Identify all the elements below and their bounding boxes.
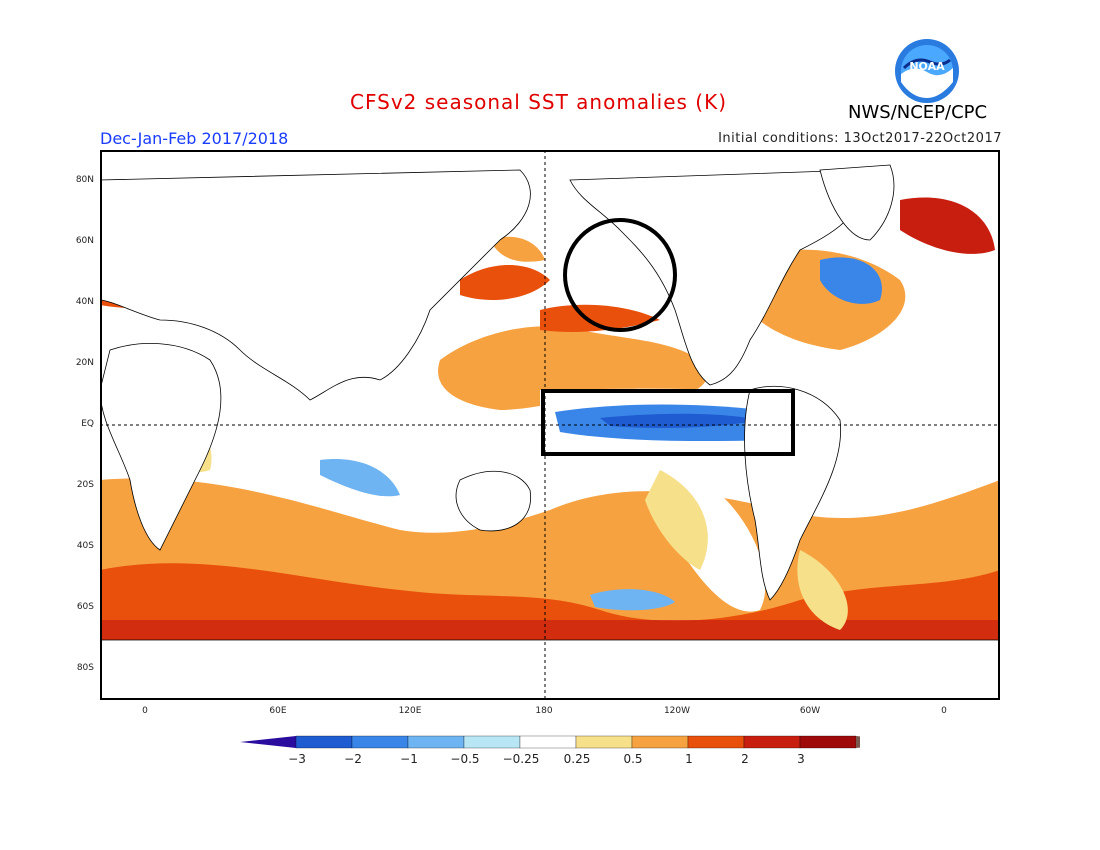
s-pacific-yellow (645, 470, 708, 570)
gridlines (100, 150, 1000, 700)
antarctica-outline (100, 639, 1000, 700)
colorbar-max-arrow (856, 736, 860, 748)
colorbar-segment (463, 735, 521, 749)
colorbar-label-neg2: −2 (344, 752, 362, 766)
gulf-of-alaska-circle (563, 218, 677, 332)
agency-label: NWS/NCEP/CPC (848, 102, 988, 123)
lat-label-40n: 40N (75, 297, 94, 307)
s-indian-cool-band (320, 459, 400, 497)
africa-outline (100, 343, 222, 551)
colorbar-segment (519, 735, 577, 749)
colorbar-label-neg05: −0.5 (450, 752, 480, 766)
lat-label-80s: 80S (76, 663, 94, 673)
lon-label-60e: 60E (269, 706, 287, 716)
lat-label-60n: 60N (75, 236, 94, 246)
lat-label-40s: 40S (76, 541, 94, 551)
season-label: Dec-Jan-Feb 2017/2018 (100, 129, 289, 148)
colorbar-label-025: 0.25 (563, 752, 591, 766)
lon-label-120w: 120W (663, 706, 691, 716)
colorbar (240, 735, 860, 749)
colorbar-label-neg1: −1 (400, 752, 418, 766)
colorbar-segment (799, 735, 857, 749)
lat-label-60s: 60S (76, 602, 94, 612)
south-america-outline (744, 385, 842, 601)
la-nina-core (600, 413, 760, 428)
lat-label-eq: EQ (81, 419, 94, 429)
lat-label-20n: 20N (75, 358, 94, 368)
colorbar-segment (407, 735, 465, 749)
colorbar-label-05: 0.5 (623, 752, 643, 766)
lat-label-20s: 20S (76, 480, 94, 490)
noaa-logo: NOAA (895, 39, 959, 103)
eurasia-outline (100, 169, 531, 401)
greenland-outline (819, 164, 895, 241)
lon-label-60w: 60W (799, 706, 821, 716)
lon-label-0-left: 0 (142, 706, 148, 716)
n-pacific-subtropical-warm (540, 304, 660, 332)
colorbar-label-2: 2 (741, 752, 749, 766)
colorbar-label-3: 3 (797, 752, 805, 766)
indian-ocean-neutral (218, 406, 400, 474)
gulf-stream-cool (820, 257, 882, 304)
nino-region-box (541, 389, 795, 456)
lon-label-120e: 120E (398, 706, 422, 716)
colorbar-segment (743, 735, 801, 749)
lon-label-180: 180 (535, 706, 553, 716)
antarctic-edge-warm (100, 620, 1000, 640)
colorbar-label-1: 1 (685, 752, 693, 766)
lat-label-80n: 80N (75, 175, 94, 185)
lon-label-0-right: 0 (941, 706, 947, 716)
colorbar-segment (575, 735, 633, 749)
colorbar-segment (687, 735, 745, 749)
bering-warm (490, 236, 545, 262)
kuroshio-warm (460, 265, 550, 300)
australia-outline (455, 470, 532, 532)
southern-cool-patch (590, 589, 675, 611)
chart-title: CFSv2 seasonal SST anomalies (K) (350, 90, 727, 114)
colorbar-segment (351, 735, 409, 749)
colorbar-segment (631, 735, 689, 749)
colorbar-min-arrow (240, 736, 296, 748)
colorbar-label-neg025: −0.25 (502, 752, 540, 766)
s-atlantic-yellow (797, 550, 848, 630)
n-atlantic-deep-warm (900, 197, 995, 254)
initial-conditions-label: Initial conditions: 13Oct2017-22Oct2017 (718, 131, 1002, 146)
noaa-logo-text: NOAA (909, 60, 945, 73)
colorbar-label-neg3: −3 (288, 752, 306, 766)
sst-anomaly-map (100, 150, 1000, 700)
tropical-atlantic-neutral (850, 376, 980, 434)
colorbar-segment (295, 735, 353, 749)
